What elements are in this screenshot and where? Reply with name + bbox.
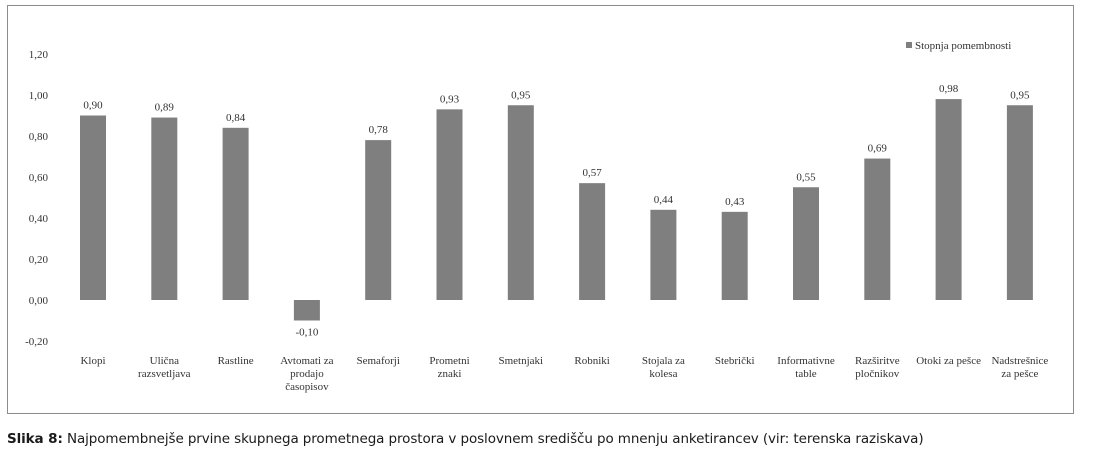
bar [507,105,534,300]
bar [365,140,392,300]
category-label-line: Avtomati za [280,355,333,367]
bar [80,115,106,300]
category-label-line: Rastline [218,355,254,367]
data-label: -0,10 [295,327,318,339]
category-label-line: Klopi [80,355,105,367]
category-label: Rastline [218,355,254,367]
y-tick-label: 0,40 [29,213,49,225]
bars [80,99,1033,321]
y-tick-label: 1,00 [29,90,49,102]
category-label: Razširitve pločnikov [855,355,900,380]
category-label-line: Informativne [777,355,835,367]
bar [151,117,178,300]
y-tick-label: 0,80 [29,131,49,143]
y-axis: -0,20 0,00 0,20 0,40 0,60 0,80 1,00 1,20 [25,49,48,348]
y-tick-label: -0,20 [25,336,48,348]
category-label: Nadstrešnice za pešce [991,355,1048,380]
category-label-line: kolesa [649,368,677,380]
figure-caption: Slika 8: Najpomembnejše prvine skupnega … [7,431,1087,447]
category-labels: Klopi Ulična razsvetljava Rastline Avtomati … [80,355,1048,393]
category-label-line: Prometni [429,355,469,367]
data-label: 0,78 [369,124,389,136]
y-tick-label: 0,20 [29,254,49,266]
data-label: 0,84 [226,112,246,124]
y-tick-label: 0,60 [29,172,49,184]
category-label-line: table [795,368,816,380]
bar [579,183,606,300]
category-label: Avtomati za prodajo časopisov [280,355,333,393]
category-label-line: Ulična [150,355,179,367]
data-label: 0,93 [440,93,460,105]
data-label: 0,95 [1010,89,1030,101]
data-labels: 0,90 0,89 0,84 -0,10 0,78 0,93 0,95 0,57 0,44 0,4… [83,83,1030,338]
category-label-line: Stojala za [642,355,685,367]
category-label-line: časopisov [285,381,329,393]
chart-frame: -0,20 0,00 0,20 0,40 0,60 0,80 1,00 1,20 0,90 0,… [7,5,1074,414]
data-label: 0,57 [582,167,602,179]
bar-chart: -0,200,000,200,400,600,801,001,20 0,90 0,… [25,40,1048,393]
data-label: 0,55 [796,171,816,183]
category-label-line: prodajo [290,368,324,380]
y-tick-label: 0,00 [29,295,49,307]
data-label: 0,44 [654,194,674,206]
legend-swatch [906,42,912,48]
category-label-line: pločnikov [855,368,899,380]
legend-label: Stopnja pomembnosti [915,40,1011,52]
category-label: Informativne table [777,355,835,380]
category-label-line: Smetnjaki [498,355,543,367]
category-label-line: razsvetljava [138,368,191,380]
caption-number: Slika 8: [7,431,63,447]
data-label: 0,43 [725,196,745,208]
legend: Stopnja pomembnosti [906,40,1011,52]
category-label-line: Semaforji [357,355,400,367]
bar [436,109,463,300]
category-label: Semaforji [357,355,400,367]
category-label-line: Stebrički [715,355,755,367]
bar [222,127,249,300]
category-label: Stebrički [715,355,755,367]
data-label: 0,98 [939,83,959,95]
category-label: Stojala za kolesa [642,355,685,380]
data-label: 0,90 [83,100,103,112]
category-label-line: Robniki [574,355,609,367]
bar [650,209,677,300]
data-label: 0,69 [868,143,888,155]
bar [1006,105,1033,300]
category-label-line: Nadstrešnice [991,355,1048,367]
bar [864,158,891,300]
caption-text: Najpomembnejše prvine skupnega prometneg… [66,431,924,447]
category-label: Otoki za pešce [916,355,981,367]
category-label-line: Otoki za pešce [916,355,981,367]
category-label: Klopi [80,355,105,367]
category-label: Robniki [574,355,609,367]
data-label: 0,89 [155,102,175,114]
bar [293,300,320,321]
category-label: Ulična razsvetljava [138,355,191,380]
category-label: Smetnjaki [498,355,543,367]
category-label-line: za pešce [1001,368,1038,380]
category-label-line: Razširitve [855,355,900,367]
bar [721,211,748,300]
category-label: Prometni znaki [429,355,469,380]
bar [793,187,819,300]
y-tick-label: 1,20 [29,49,49,61]
category-label-line: znaki [438,368,462,380]
bar [935,99,962,300]
data-label: 0,95 [511,89,531,101]
